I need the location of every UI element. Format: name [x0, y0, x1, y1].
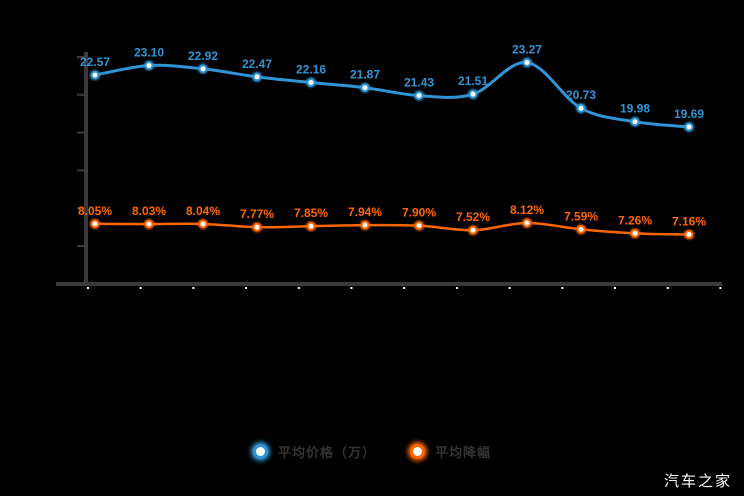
discount-series-data-point-marker	[252, 222, 262, 232]
discount-series-data-point-marker	[414, 221, 424, 231]
chart-legend: 平均价格（万） 平均降幅	[0, 442, 744, 461]
x-axis-tick	[666, 287, 669, 289]
discount-series-line	[94, 221, 690, 236]
legend-price-label: 平均价格（万）	[277, 445, 376, 460]
discount-series-data-point-label: 8.05%	[78, 204, 112, 218]
discount-series-data-point-label: 7.16%	[672, 215, 706, 229]
x-axis-tick	[350, 287, 353, 289]
price-series-data-point-marker	[684, 122, 694, 132]
price-series-data-point-label: 21.87	[350, 68, 380, 82]
legend-discount-dot-icon	[410, 444, 425, 459]
price-series-data-point-marker	[360, 83, 370, 93]
discount-series-data-point-marker	[684, 230, 694, 240]
x-axis-tick	[455, 287, 458, 289]
discount-series-data-point-marker	[522, 218, 532, 228]
discount-series-data-point-label: 7.90%	[402, 206, 436, 220]
x-axis-tick	[87, 287, 89, 289]
price-series-data-point-label: 22.57	[80, 55, 110, 69]
price-series-data-point-marker	[252, 72, 262, 82]
discount-series-data-point-marker	[144, 219, 154, 229]
discount-series-data-point-marker	[630, 228, 640, 238]
legend-item-average-price: 平均价格（万）	[252, 442, 376, 461]
legend-item-average-discount: 平均降幅	[410, 442, 491, 461]
price-series-data-point-label: 19.69	[674, 107, 704, 121]
price-series-data-point-marker	[414, 91, 424, 101]
price-series-data-point-label: 22.16	[296, 62, 326, 76]
discount-series-data-point-marker	[576, 224, 586, 234]
price-series-data-point-label: 23.27	[512, 43, 542, 57]
discount-series-data-point-label: 8.03%	[132, 204, 166, 218]
price-series-data-point-label: 23.10	[134, 46, 164, 60]
x-axis-tick	[561, 287, 564, 289]
price-series-line	[94, 60, 690, 129]
discount-series-data-point-marker	[198, 219, 208, 229]
discount-series-data-point-label: 7.52%	[456, 210, 490, 224]
price-series-data-point-marker	[90, 70, 100, 80]
x-axis-tick	[139, 287, 142, 289]
legend-price-dot-icon	[252, 444, 268, 459]
price-series-data-point-marker	[144, 61, 154, 71]
x-axis-tick	[719, 287, 722, 289]
price-series-data-point-label: 21.43	[404, 76, 434, 90]
price-series-data-point-marker	[468, 89, 478, 99]
price-series-data-point-marker	[522, 58, 532, 67]
discount-series-data-point-label: 7.77%	[240, 207, 274, 221]
discount-series-data-point-label: 8.12%	[510, 203, 544, 217]
discount-series-data-point-label: 7.26%	[618, 213, 652, 227]
x-axis-tick	[192, 287, 195, 289]
watermark: 汽车之家	[663, 473, 732, 490]
discount-series-data-point-marker	[468, 225, 478, 235]
x-axis-tick	[614, 287, 616, 289]
discount-series-data-point-marker	[306, 221, 316, 231]
discount-series-data-point-label: 8.04%	[186, 204, 220, 218]
x-axis-tick	[403, 287, 406, 289]
discount-series-data-point-marker	[360, 220, 370, 230]
price-series-data-point-marker	[630, 117, 640, 127]
discount-series-data-point-marker	[90, 219, 100, 229]
price-series-data-point-label: 22.47	[242, 57, 272, 71]
discount-series-data-point-label: 7.94%	[348, 205, 382, 219]
x-axis-tick	[297, 287, 300, 289]
price-series-data-point-label: 22.92	[188, 49, 218, 63]
price-series-data-point-marker	[198, 64, 208, 74]
discount-series-data-point-label: 7.85%	[294, 206, 328, 220]
x-axis-tick	[245, 287, 248, 289]
price-series-data-point-label: 20.73	[566, 88, 596, 102]
price-series-data-point-marker	[306, 77, 316, 87]
price-series-data-point-marker	[576, 103, 586, 113]
price-series-data-point-label: 21.51	[458, 74, 488, 88]
legend-discount-label: 平均降幅	[435, 445, 492, 460]
price-series-data-point-label: 19.98	[620, 102, 650, 116]
discount-series-data-point-label: 7.59%	[564, 209, 598, 223]
x-axis-tick	[508, 287, 511, 289]
